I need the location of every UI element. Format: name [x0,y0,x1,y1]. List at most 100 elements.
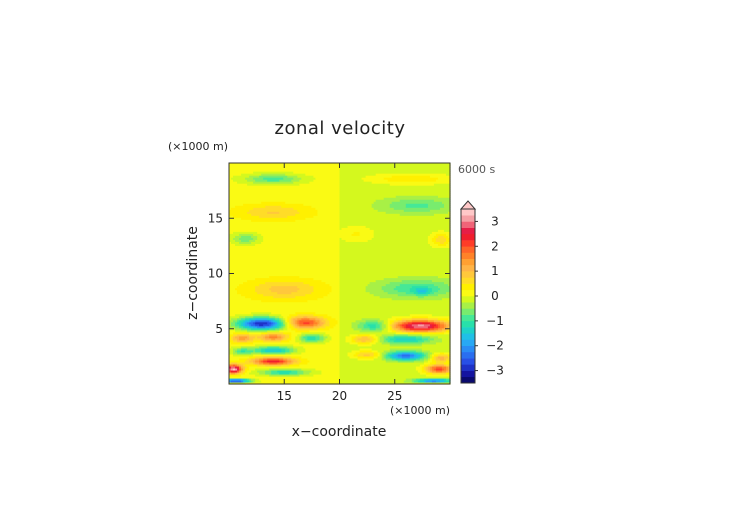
heatmap-cell [241,173,262,176]
heatmap-cell [297,359,302,363]
heatmap-cell [413,325,429,329]
heatmap-cell [255,289,272,293]
heatmap-cell [255,343,294,347]
heatmap-cell [233,333,238,337]
heatmap-cell [237,351,252,355]
heatmap-cell [447,353,451,357]
heatmap-cell [429,243,439,246]
heatmap-cell [387,323,391,327]
heatmap-cell [433,351,441,355]
heatmap-cell [229,307,341,311]
heatmap-cell [409,353,415,357]
heatmap-cell [339,319,357,323]
heatmap-cell [429,233,437,236]
heatmap-cell [339,279,377,283]
heatmap-cell [235,323,240,327]
heatmap-cell [251,351,262,355]
heatmap-cell [319,325,327,329]
heatmap-cell [297,175,314,178]
heatmap-cell [229,269,341,273]
heatmap-cell [241,379,244,383]
heatmap-cell [433,199,451,202]
heatmap-cell [267,329,280,333]
heatmap-cell [433,183,451,186]
heatmap-cell [381,341,391,345]
heatmap-cell [339,255,451,259]
heatmap-cell [373,337,377,341]
heatmap-cell [339,299,451,303]
heatmap-cell [403,327,407,331]
heatmap-cell [263,355,284,359]
heatmap-cell [253,171,294,174]
heatmap-cell [229,265,341,269]
heatmap-cell [257,325,266,329]
heatmap-cell [415,367,423,371]
heatmap-cell [427,363,433,367]
heatmap-cell [357,343,373,347]
heatmap-cell [339,315,393,319]
heatmap-cell [427,351,433,355]
heatmap-cell [287,327,292,331]
heatmap-cell [243,321,246,325]
heatmap-cell [391,325,395,329]
heatmap-cell [403,379,413,383]
heatmap-cell [313,313,329,317]
heatmap-cell [395,337,417,341]
heatmap-cell [365,339,373,343]
heatmap-cell [409,357,417,361]
heatmap-cell [249,359,254,363]
heatmap-cell [301,317,310,321]
heatmap-cell [339,261,451,265]
heatmap-cell [393,355,399,359]
heatmap-cell [253,237,258,240]
heatmap-cell [407,323,413,327]
heatmap-cell [279,319,282,323]
heatmap-cell [417,339,425,343]
colorbar-swatch [461,308,475,315]
heatmap-cell [441,327,447,331]
heatmap-cell [369,337,375,341]
heatmap-cell [229,299,262,303]
heatmap-cell [421,369,427,373]
heatmap-cell [303,281,327,285]
heatmap-cell [297,313,314,317]
heatmap-cell [351,233,361,236]
heatmap-cell [229,309,341,313]
heatmap-cell [381,287,395,291]
heatmap-cell [241,235,252,238]
heatmap-cell [263,361,270,365]
heatmap-cell [265,205,282,208]
colorbar-tick-label: 2 [491,239,499,253]
heatmap-cell [271,325,274,329]
heatmap-cell [419,371,427,375]
heatmap-cell [245,325,250,329]
heatmap-cell [427,205,445,208]
heatmap-cell [229,367,232,371]
heatmap-cell [283,177,294,180]
heatmap-cell [251,219,296,222]
heatmap-cell [339,285,367,289]
heatmap-cell [229,369,232,373]
heatmap-cell [429,353,433,357]
heatmap-cell [365,321,379,325]
heatmap-cell [439,207,451,210]
heatmap-cell [375,327,383,331]
heatmap-cell [339,369,419,373]
heatmap-cell [283,323,286,327]
heatmap-cell [441,297,451,301]
heatmap-cell [417,379,421,383]
heatmap-cell [375,323,381,327]
heatmap-cell [299,275,341,279]
heatmap-cell [381,355,385,359]
heatmap-cell [291,319,294,323]
heatmap-cell [365,175,393,178]
heatmap-cell [415,349,423,353]
heatmap-cell [339,271,451,275]
heatmap-cell [339,291,371,295]
heatmap-cell [229,363,234,367]
heatmap-cell [407,331,445,335]
heatmap-cell [279,315,284,319]
heatmap-cell [273,325,278,329]
x-tick-label: 25 [387,389,402,403]
heatmap-cell [277,291,292,295]
